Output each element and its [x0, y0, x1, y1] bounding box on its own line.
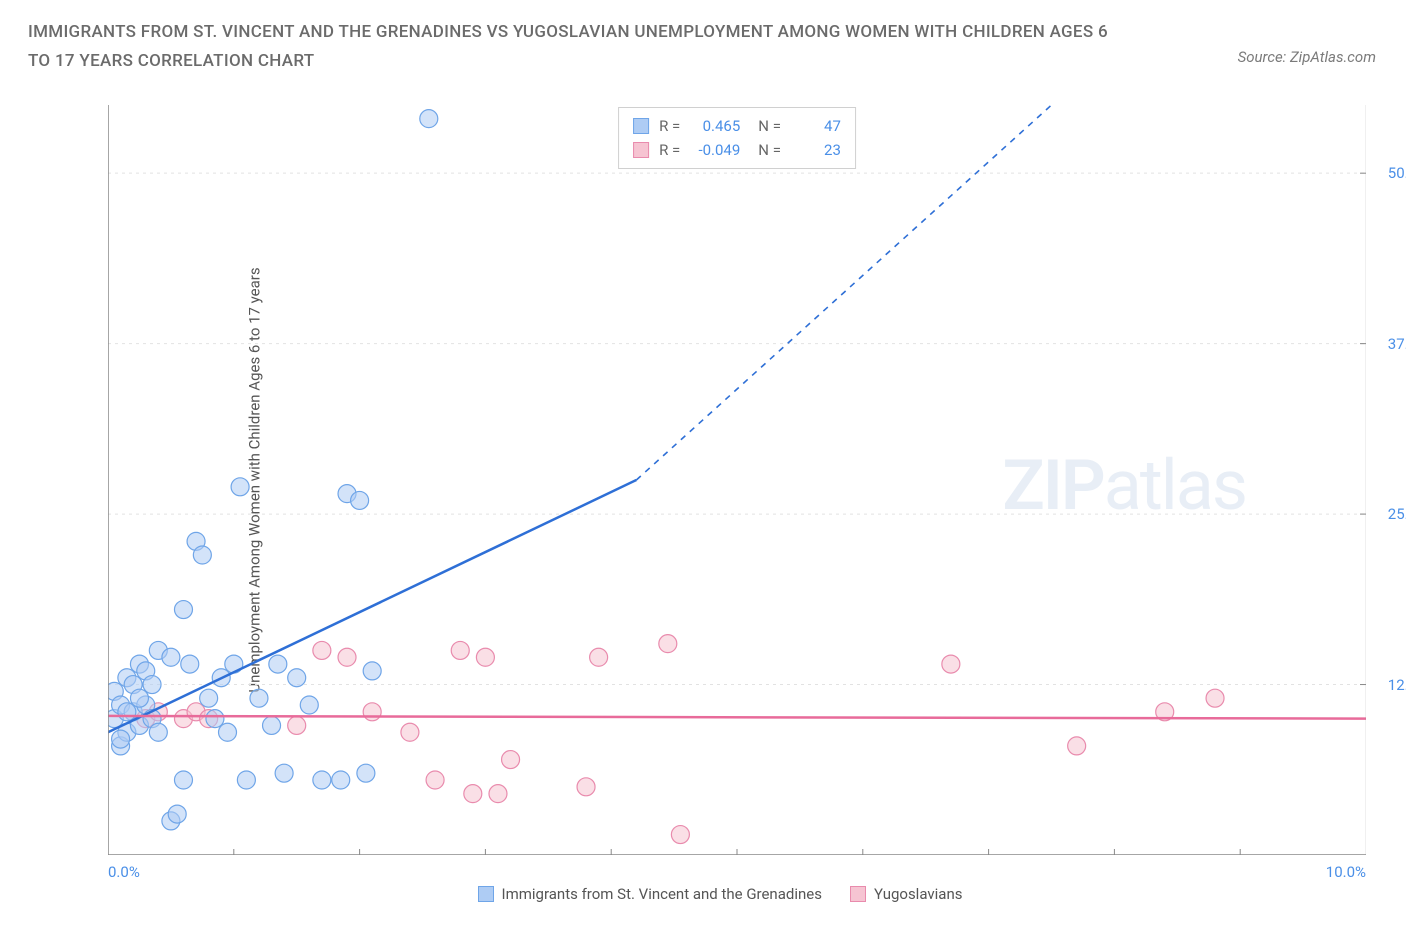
- legend-bottom: Immigrants from St. Vincent and the Gren…: [60, 885, 1380, 903]
- x-tick-min: 0.0%: [108, 863, 140, 881]
- chart-title: IMMIGRANTS FROM ST. VINCENT AND THE GREN…: [28, 18, 1128, 76]
- legend-item: Yugoslavians: [850, 885, 963, 903]
- stats-r-value: 0.465: [690, 114, 740, 138]
- stats-row: R = 0.465 N = 47: [633, 114, 841, 138]
- legend-swatch: [850, 886, 866, 902]
- chart-area: Unemployment Among Women with Children A…: [60, 105, 1380, 855]
- right-y-ticks: 12.5% 25.0% 37.5% 50.0%: [1368, 105, 1406, 855]
- stats-box: R = 0.465 N = 47 R = -0.049 N = 23: [618, 107, 856, 169]
- stats-swatch: [633, 142, 649, 158]
- stats-r-label: R =: [659, 114, 680, 138]
- y-tick-label: 12.5%: [1368, 676, 1406, 694]
- legend-label: Immigrants from St. Vincent and the Gren…: [502, 885, 822, 903]
- x-tick-max: 10.0%: [1326, 863, 1366, 881]
- legend-item: Immigrants from St. Vincent and the Gren…: [478, 885, 822, 903]
- stats-n-label: N =: [758, 138, 781, 162]
- plot-canvas: ZIPatlas R = 0.465 N = 47 R = -0.049 N =…: [108, 105, 1366, 855]
- watermark: ZIPatlas: [1002, 445, 1246, 527]
- stats-row: R = -0.049 N = 23: [633, 138, 841, 162]
- legend-swatch: [478, 886, 494, 902]
- stats-r-label: R =: [659, 138, 680, 162]
- legend-label: Yugoslavians: [874, 885, 963, 903]
- stats-n-value: 23: [791, 138, 841, 162]
- x-axis-labels: 0.0% 10.0%: [108, 863, 1366, 881]
- y-tick-label: 50.0%: [1368, 164, 1406, 182]
- stats-n-label: N =: [758, 114, 781, 138]
- y-tick-label: 25.0%: [1368, 505, 1406, 523]
- stats-r-value: -0.049: [690, 138, 740, 162]
- source-label: Source: ZipAtlas.com: [1238, 48, 1376, 66]
- stats-n-value: 47: [791, 114, 841, 138]
- y-tick-label: 37.5%: [1368, 335, 1406, 353]
- stats-swatch: [633, 118, 649, 134]
